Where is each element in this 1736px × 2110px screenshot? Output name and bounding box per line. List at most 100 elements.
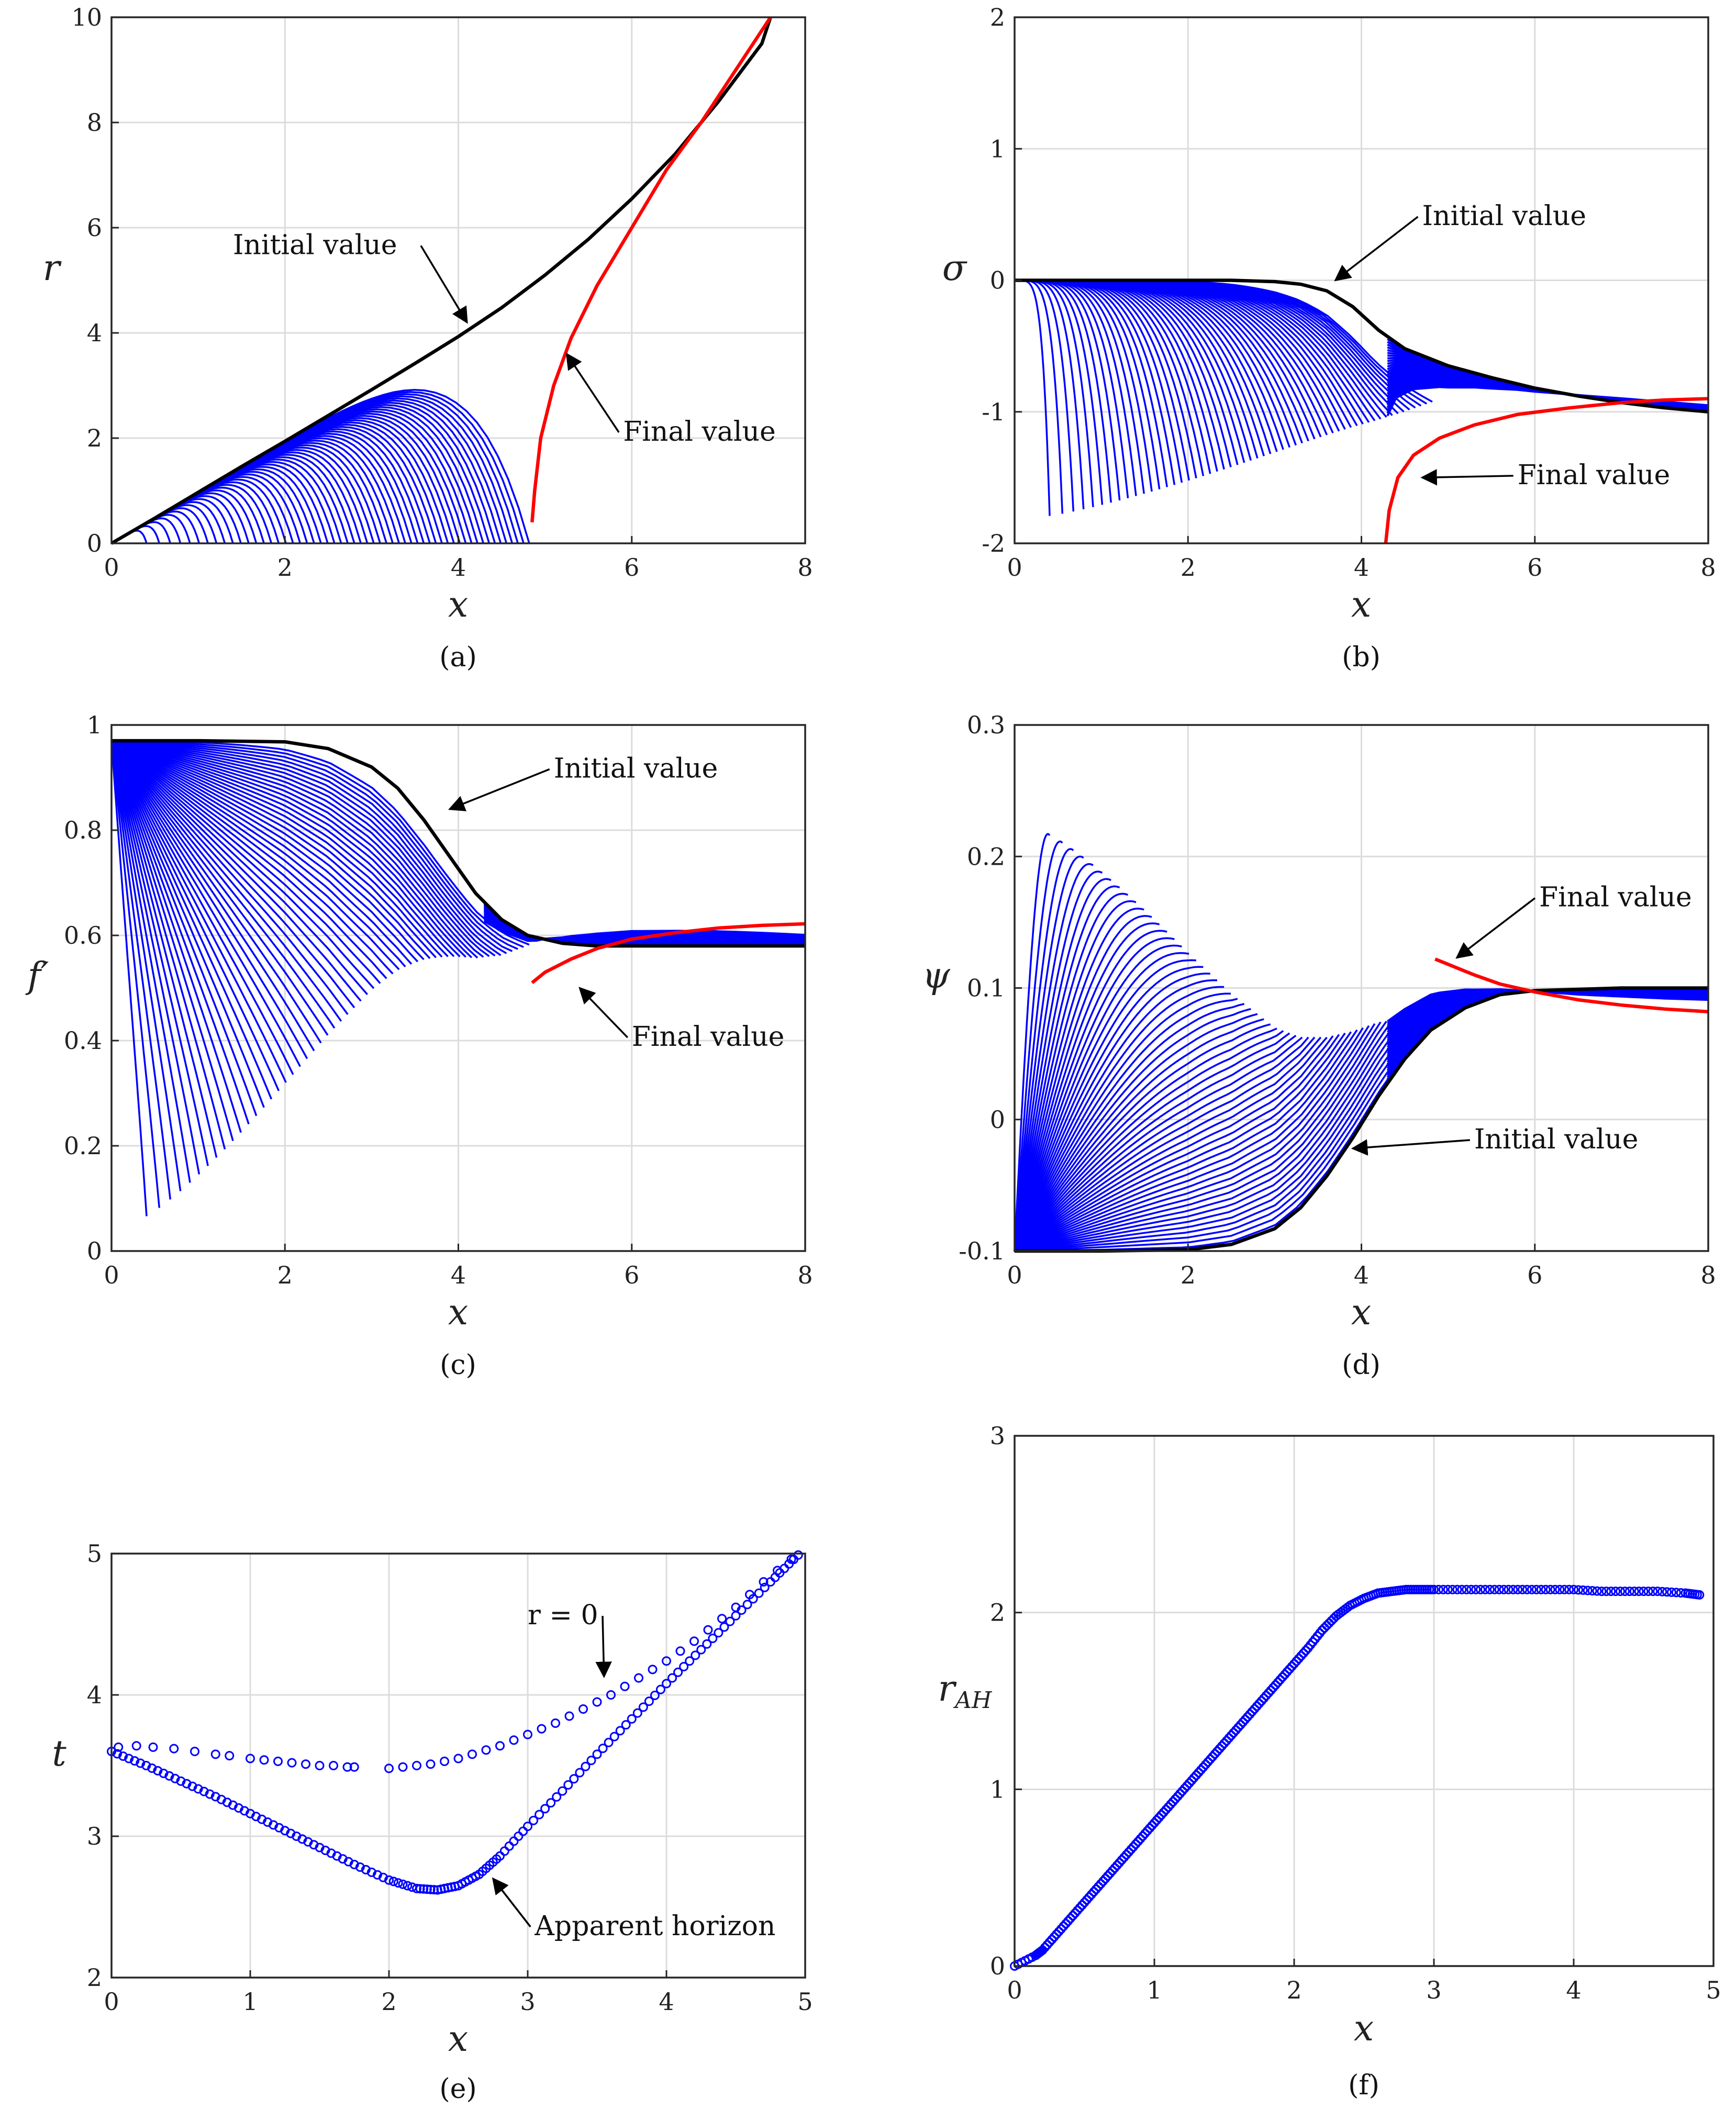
x-axis-label: x [1351, 1292, 1371, 1333]
x-tick-label: 8 [1700, 1261, 1716, 1289]
family-curve [1014, 1020, 1393, 1252]
family-curve [1014, 1023, 1376, 1252]
family-curve [1387, 988, 1709, 1022]
data-point [564, 1711, 574, 1721]
data-point [523, 1729, 532, 1739]
y-axis-label: t [52, 1733, 66, 1774]
family-curve [1014, 1019, 1399, 1252]
data-point [1433, 1584, 1443, 1594]
annotation-label: Initial value [1422, 200, 1586, 232]
data-point [1457, 1584, 1467, 1594]
data-point [1187, 1776, 1197, 1785]
data-point [1166, 1800, 1176, 1810]
data-point [124, 1754, 134, 1763]
data-point [1508, 1584, 1518, 1594]
data-point [1238, 1717, 1248, 1727]
y-tick-label: 1 [990, 1775, 1005, 1803]
data-point [315, 1761, 325, 1770]
x-tick-label: 0 [1007, 1976, 1022, 2004]
family-curve [111, 740, 473, 958]
data-point [415, 1884, 425, 1894]
x-tick-label: 2 [277, 1261, 293, 1289]
family-curve [111, 740, 518, 950]
family-curve [1014, 900, 1137, 1252]
data-point [1086, 1890, 1096, 1900]
data-point [1068, 1911, 1078, 1921]
data-point [468, 1749, 477, 1759]
data-point [1259, 1693, 1269, 1703]
x-tick-label: 4 [451, 553, 466, 582]
family-curve [110, 740, 336, 1029]
data-point [1606, 1587, 1616, 1597]
annotation-label: Final value [1539, 882, 1692, 913]
family-curve [111, 495, 242, 544]
data-point [1140, 1828, 1150, 1838]
data-point [1094, 1882, 1104, 1892]
family-curve [110, 740, 191, 1183]
data-point [1485, 1584, 1495, 1594]
data-point [1226, 1731, 1236, 1740]
data-point [210, 1749, 220, 1759]
family-curve [110, 740, 182, 1191]
annotation-arrow [1455, 897, 1536, 959]
x-tick-label: 0 [104, 1261, 119, 1289]
data-point [1217, 1741, 1227, 1751]
data-point [1695, 1590, 1705, 1600]
data-point [514, 1832, 524, 1841]
y-tick-label: 0 [87, 1237, 102, 1265]
data-point [1587, 1586, 1597, 1596]
family-curve [111, 740, 455, 957]
data-point [1254, 1699, 1264, 1709]
data-point [784, 1559, 794, 1569]
x-axis-label: x [448, 2018, 468, 2060]
y-tick-label: -2 [982, 529, 1005, 557]
x-tick-label: 0 [1007, 553, 1022, 582]
data-point [1056, 1924, 1066, 1934]
annotation-arrow [1334, 216, 1419, 282]
y-tick-label: 8 [87, 108, 102, 137]
family-curve [110, 740, 172, 1200]
data-point [655, 1684, 665, 1694]
data-point [1215, 1744, 1225, 1754]
panel-caption: (e) [439, 2073, 476, 2105]
data-point [1268, 1683, 1278, 1693]
family-curve [111, 740, 496, 957]
data-point [1136, 1834, 1145, 1844]
family-curve [1014, 1019, 1410, 1252]
data-point [759, 1577, 769, 1587]
data-point [398, 1762, 408, 1772]
x-tick-label: 0 [104, 1988, 119, 2016]
data-point [148, 1742, 158, 1752]
y-tick-label: 1 [87, 711, 102, 739]
data-point [563, 1780, 573, 1790]
data-point [1634, 1587, 1644, 1597]
annotation-label: Initial value [554, 753, 718, 785]
data-point [1518, 1584, 1528, 1594]
data-point [725, 1616, 735, 1626]
family-curve [1014, 1036, 1309, 1252]
panel-b: 0 2 4 6 8 -2 -1 0 1 2 Initial value Final value x σ… [942, 3, 1716, 673]
family-curve [111, 740, 443, 958]
data-point [1462, 1584, 1472, 1594]
data-point [1541, 1584, 1551, 1594]
data-point [742, 1600, 752, 1610]
family-curve [110, 740, 148, 1216]
x-tick-label: 2 [381, 1988, 396, 2016]
data-point [667, 1673, 677, 1683]
data-point [714, 1628, 724, 1638]
data-point [1105, 1868, 1115, 1878]
family-curve [1014, 1027, 1364, 1252]
data-point [114, 1742, 124, 1752]
data-point [1438, 1584, 1448, 1594]
x-tick-label: 0 [104, 553, 119, 582]
family-curve [111, 463, 329, 544]
data-point [760, 1582, 770, 1592]
data-point [551, 1718, 560, 1728]
data-point [1119, 1852, 1129, 1862]
family-curve [1014, 973, 1210, 1252]
data-point [1061, 1918, 1071, 1928]
family-curve [110, 740, 362, 1002]
data-point [1196, 1765, 1206, 1775]
initial-value-curve [1015, 278, 1709, 414]
data-point [1250, 1704, 1260, 1714]
